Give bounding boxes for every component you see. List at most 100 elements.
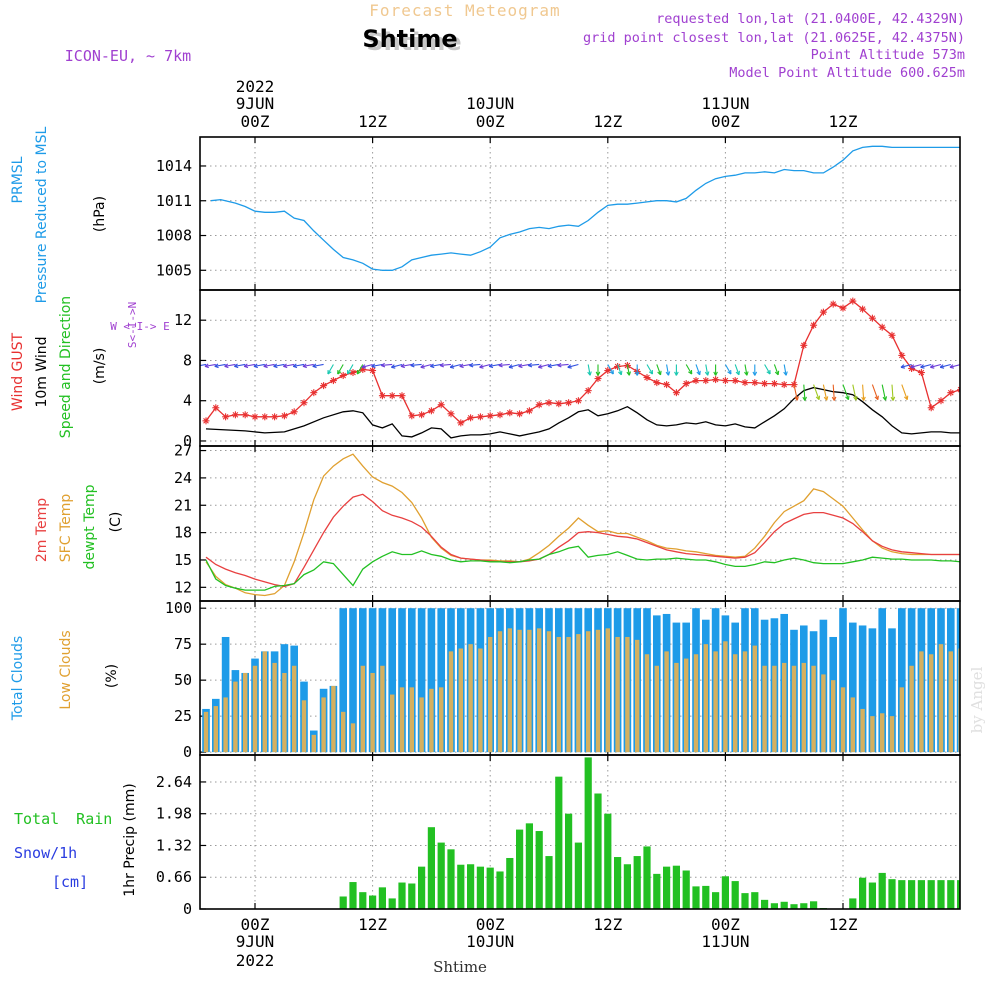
gust-marker (545, 399, 553, 407)
low-cloud-bar (742, 651, 748, 753)
gust-marker (565, 399, 573, 407)
gust-marker (280, 412, 288, 420)
gust-marker-d (614, 363, 621, 370)
precip-bar (633, 856, 641, 909)
gust-marker (829, 300, 837, 308)
wind-arrow-shaft (244, 363, 256, 367)
wind-direction-arrow (253, 363, 265, 369)
ylabel-ms: (m/s) (92, 348, 108, 385)
wind-arrow-head (357, 371, 361, 375)
gust-marker (751, 379, 759, 387)
wind-arrow-shaft (400, 363, 412, 367)
wind-arrow-head (430, 365, 435, 369)
wind-arrow-shaft (253, 363, 265, 367)
gust-marker-d (898, 352, 905, 359)
gust-marker (525, 407, 533, 415)
low-cloud-bar (223, 697, 228, 753)
ylabel-precip: 1hr Precip (mm) (122, 783, 138, 896)
low-cloud-bar (272, 662, 277, 753)
gust-marker-d (761, 380, 768, 387)
gust-marker (290, 408, 298, 416)
wind-arrow-shaft (508, 363, 520, 368)
gust-marker-d (830, 301, 837, 307)
gust-marker (810, 321, 818, 329)
wind-direction-arrow (764, 364, 771, 375)
precip-bar (565, 813, 573, 909)
wind-arrow-shaft (347, 364, 354, 375)
gust-marker (251, 413, 259, 421)
low-cloud-bar (674, 662, 679, 753)
gust-marker (663, 381, 671, 389)
gust-marker-d (261, 413, 268, 420)
low-cloud-bar (693, 654, 699, 753)
wind-arrow-head (667, 371, 671, 376)
gust-marker-d (271, 413, 278, 420)
total-cloud-bar (408, 608, 416, 753)
wind-direction-arrow (439, 362, 452, 368)
gust-marker (770, 380, 778, 388)
wind-arrow-head (391, 366, 396, 369)
precip-bar (378, 887, 386, 909)
gust-marker-d (947, 389, 954, 396)
wind-arrow-shaft (783, 364, 787, 376)
wind-arrow-shaft (900, 363, 912, 368)
gust-marker-d (644, 374, 650, 381)
wind-arrow-head (884, 396, 888, 401)
total-cloud-bar (849, 622, 857, 753)
gust-marker (427, 407, 435, 415)
y-tick-label: 1005 (156, 261, 192, 279)
wind-arrow-head (420, 366, 425, 369)
total-cloud-bar (888, 628, 896, 753)
wind-direction-arrow (674, 364, 679, 376)
wind-arrow-head (293, 365, 298, 369)
wind-arrow-head (234, 365, 239, 369)
gust-marker (388, 392, 396, 400)
label-wind-gust: Wind GUST (10, 332, 26, 411)
top-axis-hour: 00Z (476, 112, 505, 131)
wind-arrow-shaft (607, 364, 614, 375)
low-cloud-bar (448, 651, 454, 753)
wind-arrow-head (855, 396, 858, 401)
low-cloud-bar (733, 654, 738, 753)
wind-arrow-shaft (587, 364, 591, 376)
low-cloud-bar (243, 672, 248, 753)
gust-marker-d (585, 387, 592, 394)
low-cloud-bar (899, 687, 904, 753)
gust-marker-d (252, 413, 258, 420)
wind-arrow-shaft (489, 363, 501, 367)
low-cloud-bar (350, 723, 356, 753)
precip-bar (535, 831, 543, 909)
gust-marker-d (497, 411, 503, 418)
top-axis-day: 10JUN (466, 94, 514, 113)
wind-direction-arrow (371, 363, 383, 369)
precip-bar (604, 813, 612, 909)
precip-bar (898, 880, 906, 909)
wind-direction-arrow (273, 363, 285, 369)
gust-marker (271, 413, 279, 421)
wind-arrow-shaft (263, 363, 275, 367)
gust-marker (967, 393, 974, 400)
low-cloud-bar (399, 687, 405, 753)
low-cloud-bar (840, 687, 846, 753)
gust-marker-d (242, 411, 249, 418)
low-cloud-bar (625, 636, 630, 753)
wind-direction-arrow (607, 364, 614, 375)
label-dewpt-temp: dewpt Temp (82, 484, 98, 569)
gust-marker (741, 379, 749, 387)
wind-direction-arrow (595, 364, 601, 376)
wind-direction-arrow (890, 384, 896, 401)
wind-direction-arrow (234, 363, 246, 369)
label-10m-wind: 10m Wind (34, 336, 50, 407)
wind-arrow-shaft (705, 364, 709, 376)
footer-location: Shtime (433, 958, 487, 976)
wind-arrow-head (940, 366, 945, 369)
wind-arrow-shaft (547, 363, 559, 367)
low-cloud-bar (576, 634, 581, 753)
y-tick-label: 0 (183, 900, 192, 918)
panel-frame (199, 289, 961, 447)
wind-arrow-head (547, 365, 552, 369)
wind-arrow-head (785, 371, 788, 376)
wind-direction-arrow (263, 363, 275, 369)
wind-arrow-shaft (459, 363, 471, 367)
precip-bar (761, 899, 769, 909)
